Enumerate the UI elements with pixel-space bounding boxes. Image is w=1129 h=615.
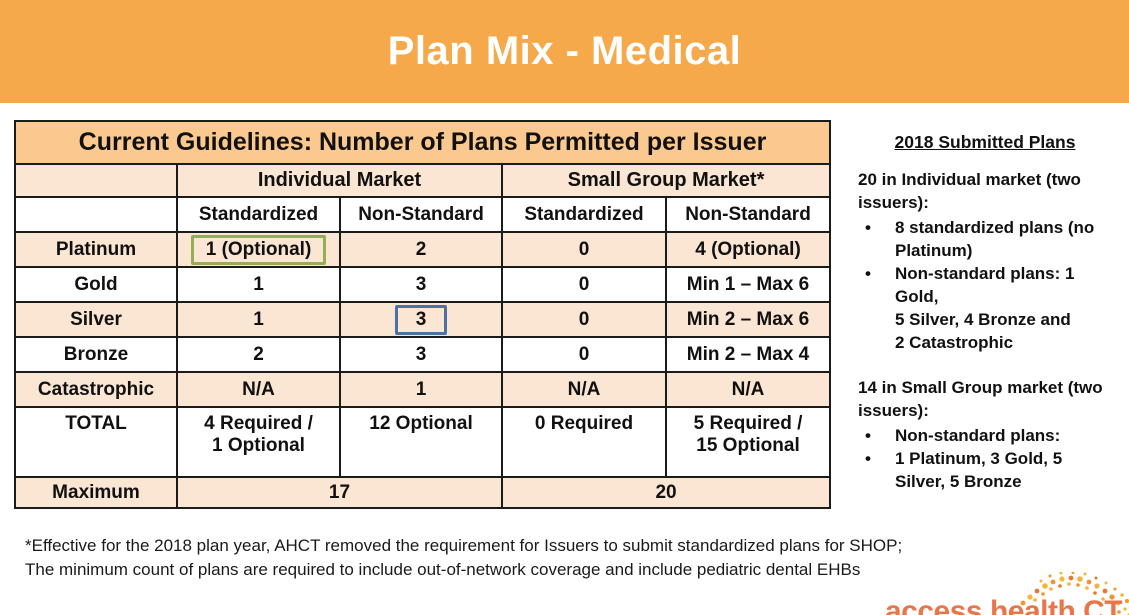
small-group-market-summary: 14 in Small Group market (two issuers):: [858, 378, 1103, 420]
row-label: Silver: [14, 301, 178, 338]
maximum-individual: 17: [176, 476, 503, 509]
table-cell: 0: [501, 301, 667, 338]
submitted-plans-heading: 2018 Submitted Plans: [894, 132, 1076, 152]
table-cell: 3: [339, 266, 503, 303]
maximum-small-group: 20: [500, 476, 832, 509]
sunburst-dots-icon: [1020, 572, 1129, 615]
maximum-row: Maximum 17 20: [14, 476, 832, 509]
table-cell: Min 2 – Max 4: [664, 336, 832, 373]
bullet-text: 8 standardized plans (no Platinum): [895, 218, 1095, 260]
small-group-market-header: Small Group Market*: [500, 163, 832, 198]
footnote-line-2: The minimum count of plans are required …: [25, 560, 861, 579]
row-label: Platinum: [14, 231, 178, 268]
table-row: Catastrophic N/A 1 N/A N/A: [14, 371, 832, 408]
green-highlight-box: 1 (Optional): [190, 234, 327, 265]
table-cell: 1 (Optional): [176, 231, 341, 268]
table-cell: 4 Required / 1 Optional: [176, 406, 341, 478]
list-item: Non-standard plans:: [858, 424, 1112, 447]
individual-market-summary: 20 in Individual market (two issuers):: [858, 170, 1081, 212]
individual-market-header: Individual Market: [176, 163, 503, 198]
blue-highlight-box: 3: [394, 304, 448, 335]
table-body: Platinum 1 (Optional) 2 0 4 (Optional) Gold 1 3…: [14, 231, 832, 478]
bullet-text: Non-standard plans:: [895, 426, 1061, 445]
guidelines-table: Current Guidelines: Number of Plans Perm…: [13, 120, 832, 509]
footnote: *Effective for the 2018 plan year, AHCT …: [25, 534, 945, 582]
table-cell: N/A: [664, 371, 832, 408]
table-cell: 3: [339, 336, 503, 373]
row-label: Bronze: [14, 336, 178, 373]
table-row: Silver 1 3 0 Min 2 – Max 6: [14, 301, 832, 338]
table-cell: Min 1 – Max 6: [664, 266, 832, 303]
row-label: TOTAL: [14, 406, 178, 478]
slide-title-banner: Plan Mix - Medical: [0, 0, 1129, 103]
table-cell: 0: [501, 231, 667, 268]
col-header: Non-Standard: [339, 196, 503, 233]
row-label: Catastrophic: [14, 371, 178, 408]
table-row: Bronze 2 3 0 Min 2 – Max 4: [14, 336, 832, 373]
bullet-text: 1 Platinum, 3 Gold, 5 Silver, 5 Bronze: [895, 449, 1063, 491]
table-row: TOTAL 4 Required / 1 Optional 12 Optional 0…: [14, 406, 832, 478]
empty-cell: [14, 163, 178, 198]
empty-cell: [14, 196, 178, 233]
market-group-header-row: Individual Market Small Group Market*: [14, 163, 832, 198]
table-cell: 2: [339, 231, 503, 268]
table-cell: 12 Optional: [339, 406, 503, 478]
table-cell: N/A: [176, 371, 341, 408]
table-cell: 1: [176, 301, 341, 338]
bullet-icon: [858, 216, 895, 262]
table-cell: 3: [339, 301, 503, 338]
table-title: Current Guidelines: Number of Plans Perm…: [13, 120, 832, 165]
col-header: Standardized: [501, 196, 667, 233]
submitted-plans-panel: 2018 Submitted Plans 20 in Individual ma…: [858, 131, 1112, 493]
row-label: Maximum: [14, 476, 178, 509]
table-cell: N/A: [501, 371, 667, 408]
table-cell: 0: [501, 266, 667, 303]
list-item: Non-standard plans: 1 Gold, 5 Silver, 4 …: [858, 262, 1112, 354]
bullet-icon: [858, 447, 895, 493]
list-item: 8 standardized plans (no Platinum): [858, 216, 1112, 262]
bullet-text: Non-standard plans: 1 Gold, 5 Silver, 4 …: [895, 264, 1075, 352]
logo-text: access health CT: [885, 595, 1122, 615]
table-row: Gold 1 3 0 Min 1 – Max 6: [14, 266, 832, 303]
list-item: 1 Platinum, 3 Gold, 5 Silver, 5 Bronze: [858, 447, 1112, 493]
table-cell: 1: [176, 266, 341, 303]
table-cell: 5 Required / 15 Optional: [664, 406, 832, 478]
table-cell: 0 Required: [501, 406, 667, 478]
bullet-icon: [858, 262, 895, 354]
slide-title: Plan Mix - Medical: [387, 29, 742, 73]
table-row: Platinum 1 (Optional) 2 0 4 (Optional): [14, 231, 832, 268]
table-cell: 1: [339, 371, 503, 408]
row-label: Gold: [14, 266, 178, 303]
table-cell: 0: [501, 336, 667, 373]
col-header: Standardized: [176, 196, 341, 233]
access-health-ct-logo: access health CT: [885, 572, 1129, 615]
table-cell: 4 (Optional): [664, 231, 832, 268]
table-title-row: Current Guidelines: Number of Plans Perm…: [13, 120, 832, 165]
bullet-icon: [858, 424, 895, 447]
footnote-line-1: *Effective for the 2018 plan year, AHCT …: [25, 536, 903, 555]
table-cell: 2: [176, 336, 341, 373]
col-header: Non-Standard: [664, 196, 832, 233]
table-cell: Min 2 – Max 6: [664, 301, 832, 338]
column-header-row: Standardized Non-Standard Standardized N…: [14, 196, 832, 233]
